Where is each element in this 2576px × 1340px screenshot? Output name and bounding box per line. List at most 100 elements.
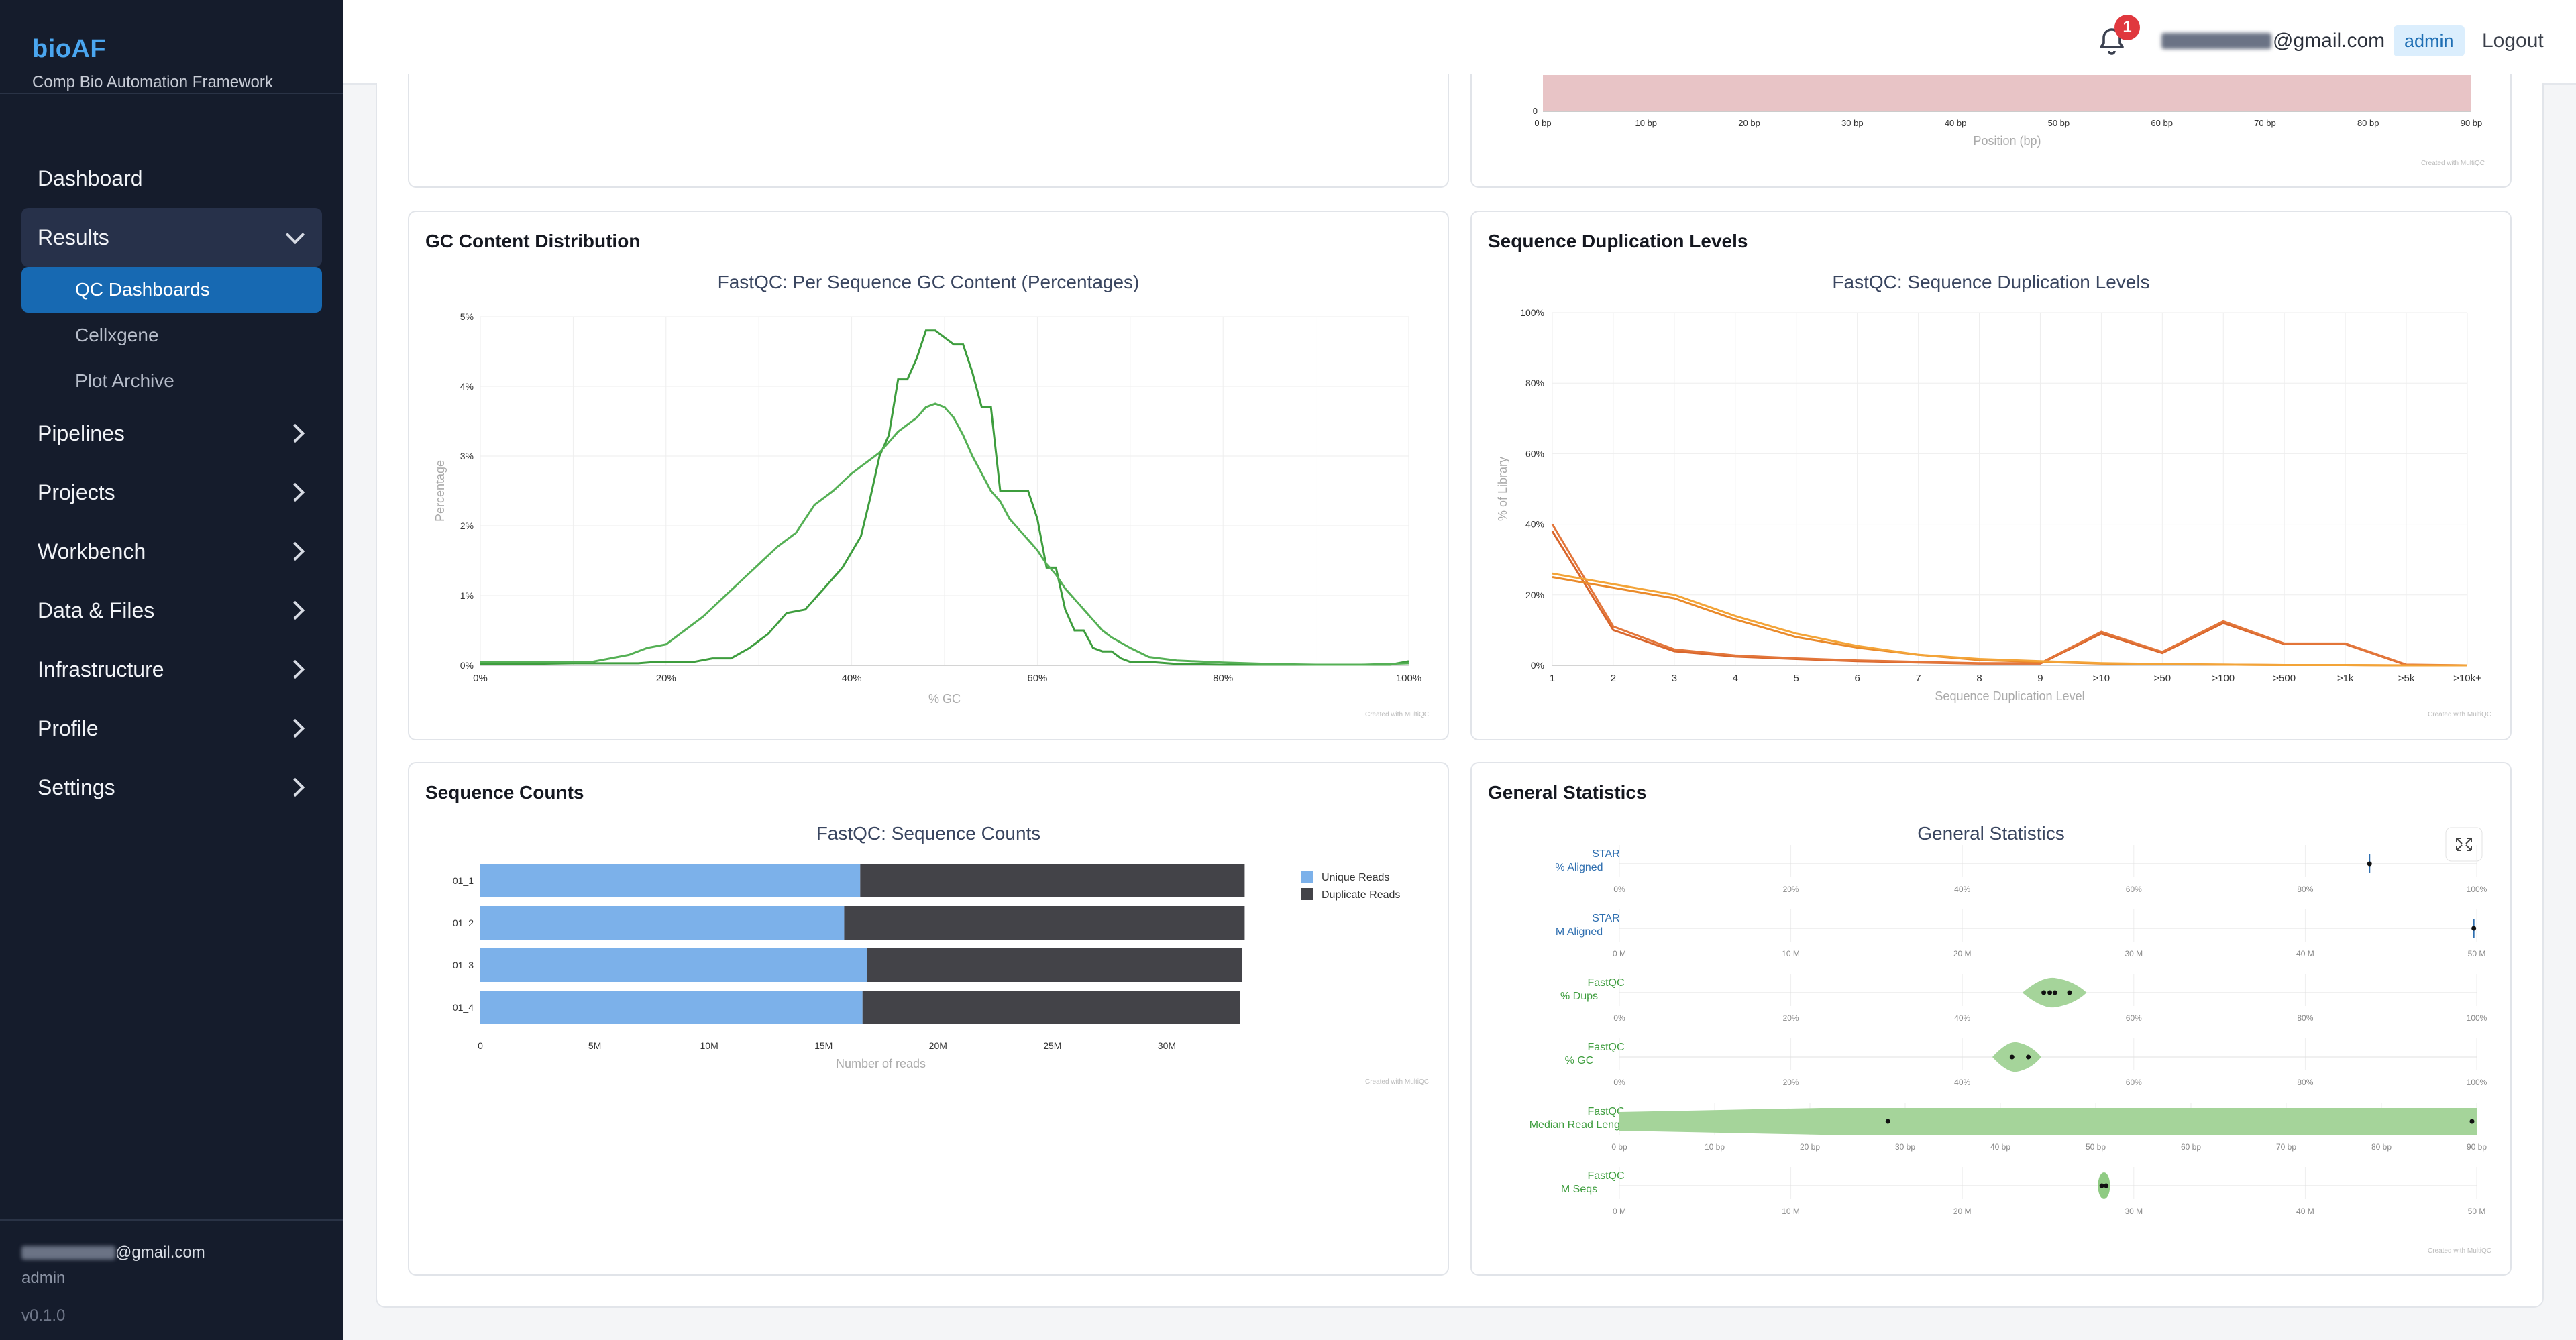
nav-results[interactable]: Results — [21, 208, 322, 267]
nav-pipelines[interactable]: Pipelines — [21, 404, 322, 463]
x-tick-label: 6 — [1854, 673, 1860, 684]
app-subtitle: Comp Bio Automation Framework — [32, 73, 273, 91]
nav-results-label: Results — [38, 225, 109, 249]
x-tick-label: >500 — [2273, 673, 2296, 684]
x-tick-label: 80 bp — [2371, 1142, 2392, 1152]
data-point — [2099, 1183, 2104, 1188]
nav-plot-archive[interactable]: Plot Archive — [75, 370, 174, 391]
row-tool-label: FastQC — [1587, 1170, 1624, 1182]
x-tick-label: 20 bp — [1800, 1142, 1820, 1152]
nav-cellxgene[interactable]: Cellxgene — [75, 325, 159, 345]
brand: bioAF Comp Bio Automation Framework — [0, 0, 343, 94]
x-tick-label: 10 bp — [1635, 118, 1658, 128]
gc-series-line — [480, 402, 1409, 666]
logout-button[interactable]: Logout — [2482, 30, 2544, 52]
chevron-right-icon — [285, 777, 305, 797]
x-tick-label: 20 bp — [1738, 118, 1760, 128]
nav-projects[interactable]: Projects — [21, 463, 322, 522]
sequence-counts-chart[interactable]: FastQC: Sequence Counts 01_1 01_2 01_3 01_4 0… — [409, 763, 1448, 1274]
nav-projects-label: Projects — [38, 480, 115, 504]
expand-button[interactable] — [2445, 827, 2483, 862]
nav-settings[interactable]: Settings — [21, 758, 322, 817]
x-axis-label: Number of reads — [836, 1057, 926, 1070]
x-tick-label: 40 M — [2296, 1207, 2314, 1216]
card-duplication: Sequence Duplication Levels FastQC: Sequ… — [1470, 211, 2512, 740]
x-tick-label: 80% — [2297, 1078, 2313, 1087]
x-tick-label: 50 M — [2468, 949, 2486, 958]
x-tick-label: 20 M — [1953, 949, 1972, 958]
row-tool-label: FastQC — [1587, 977, 1624, 989]
app-title[interactable]: bioAF — [32, 35, 107, 63]
x-tick-label: 70 bp — [2254, 118, 2276, 128]
chevron-right-icon — [285, 423, 305, 443]
x-tick-label: 60% — [2126, 885, 2142, 894]
legend-label: Unique Reads — [1322, 872, 1389, 883]
chart-title: FastQC: Sequence Counts — [816, 823, 1041, 844]
y-tick-label: 0% — [460, 660, 474, 671]
nav-infrastructure[interactable]: Infrastructure — [21, 640, 322, 699]
row-tool-label: STAR — [1592, 913, 1619, 924]
x-tick-label: 0 M — [1613, 1207, 1626, 1216]
role-badge: admin — [2394, 25, 2465, 56]
redacted-text — [21, 1246, 115, 1260]
unique-reads-bar — [480, 864, 861, 897]
credit-label: Created with MultiQC — [2428, 1247, 2491, 1255]
duplicate-reads-bar — [844, 906, 1245, 940]
y-tick-label: 5% — [460, 311, 474, 322]
x-tick-label: 80% — [2297, 885, 2313, 894]
nav-data-files-label: Data & Files — [38, 598, 155, 622]
nav-infrastructure-label: Infrastructure — [38, 657, 164, 681]
nav-profile-label: Profile — [38, 716, 99, 740]
row-metric-label: Median Read Length — [1529, 1119, 1629, 1131]
general-statistics-chart[interactable]: General Statistics STAR % Aligned 0% 20% 40% 6… — [1472, 763, 2510, 1274]
x-tick-label: >100 — [2212, 673, 2235, 684]
y-tick-label: 1% — [460, 590, 474, 601]
duplicate-reads-bar — [860, 864, 1245, 897]
nav-data-files[interactable]: Data & Files — [21, 581, 322, 640]
x-tick-label: 60% — [1027, 673, 1047, 684]
nav-dashboard-label: Dashboard — [38, 166, 143, 190]
x-tick-label: 30 M — [2125, 949, 2143, 958]
legend-swatch — [1301, 871, 1313, 883]
gc-content-chart[interactable]: FastQC: Per Sequence GC Content (Percent… — [409, 212, 1448, 739]
duplication-chart[interactable]: FastQC: Sequence Duplication Levels 0% 20%… — [1472, 212, 2510, 739]
x-tick-label: >10 — [2093, 673, 2110, 684]
topbar-email-domain: @gmail.com — [2273, 30, 2385, 52]
x-tick-label: 40% — [1954, 1078, 1970, 1087]
duplicate-reads-bar — [867, 948, 1243, 982]
main-nav: Dashboard Results QC Dashboards Cellxgen… — [21, 149, 322, 817]
chevron-down-icon — [285, 225, 305, 245]
user-email-domain: @gmail.com — [115, 1243, 205, 1262]
redacted-text — [2161, 33, 2271, 49]
nav-qc-dashboards[interactable]: QC Dashboards — [21, 267, 322, 313]
row-metric-label: % Dups — [1560, 991, 1598, 1002]
nav-workbench[interactable]: Workbench — [21, 522, 322, 581]
category-label: 01_3 — [453, 960, 474, 970]
data-point — [2052, 990, 2057, 995]
x-tick-label: 10 bp — [1705, 1142, 1725, 1152]
nav-profile[interactable]: Profile — [21, 699, 322, 758]
y-tick-label: 4% — [460, 381, 474, 392]
x-tick-label: 0% — [1613, 885, 1625, 894]
category-label: 01_2 — [453, 917, 474, 928]
card-title: Sequence Duplication Levels — [1488, 231, 1748, 252]
x-tick-label: 1 — [1550, 673, 1555, 684]
x-tick-label: 2 — [1611, 673, 1616, 684]
data-point — [2367, 861, 2372, 867]
duplication-series-line — [1551, 531, 2468, 667]
nav-dashboard[interactable]: Dashboard — [21, 149, 322, 208]
x-tick-label: >1k — [2337, 673, 2354, 684]
x-tick-label: 90 bp — [2461, 118, 2483, 128]
card-title: General Statistics — [1488, 782, 1647, 803]
x-tick-label: 50 bp — [2086, 1142, 2106, 1152]
sidebar-user: @gmail.com admin v0.1.0 — [0, 1219, 343, 1340]
x-tick-label: 20 M — [1953, 1207, 1972, 1216]
x-tick-label: 20% — [1783, 1078, 1799, 1087]
credit-label: Created with MultiQC — [2421, 160, 2485, 167]
duplication-series-line — [1551, 523, 2468, 667]
x-tick-label: 8 — [1976, 673, 1982, 684]
x-tick-label: 30 bp — [1841, 118, 1864, 128]
violin-shape — [1619, 1108, 2477, 1135]
x-tick-label: 40 bp — [1945, 118, 1967, 128]
row-metric-label: % Aligned — [1555, 862, 1603, 873]
